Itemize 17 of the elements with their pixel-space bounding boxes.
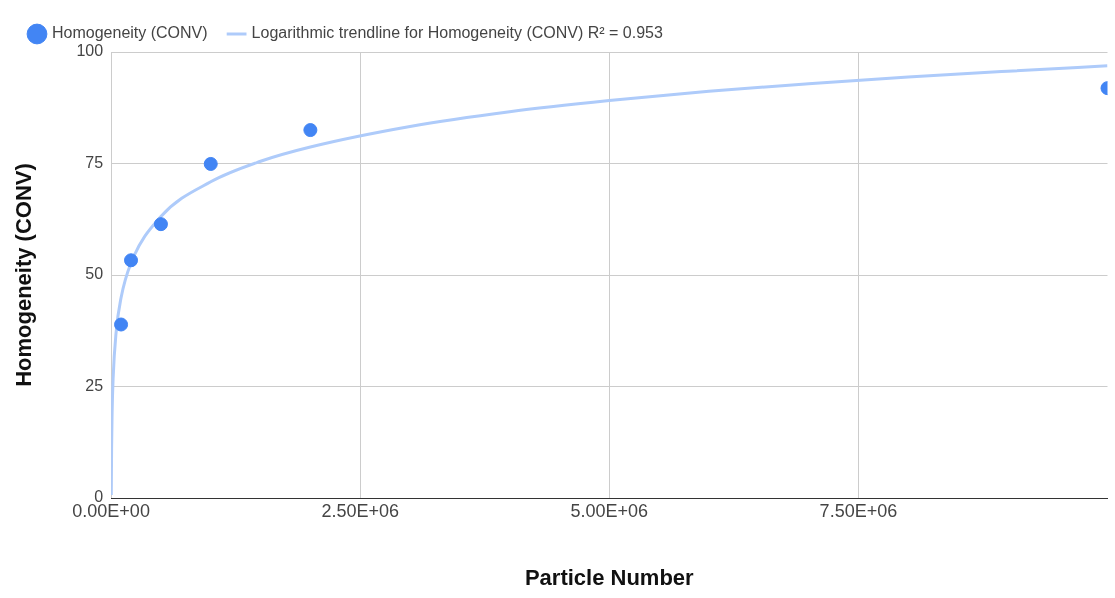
y-tick-label: 50 (85, 265, 104, 283)
y-axis-title: Homogeneity (CONV) (11, 163, 37, 387)
point (303, 123, 318, 138)
point (203, 156, 218, 171)
x-axis-title: Particle Number (524, 564, 695, 590)
point (153, 217, 168, 232)
x-tick-label: 2.50E+06 (321, 500, 399, 521)
y-tick-label: 100 (76, 42, 104, 60)
y-tick-label: 25 (85, 376, 104, 394)
legend-label: Homogeneity (CONV) (52, 24, 208, 42)
y-tick-label: 75 (85, 153, 104, 171)
line-series (111, 64, 1108, 497)
legend-label: Logarithmic trendline for Homogeneity (CONV) R² = 0.953 (251, 24, 663, 42)
point (124, 253, 139, 268)
x-tick-label: 5.00E+06 (570, 500, 649, 521)
x-tick-label: 7.50E+06 (819, 500, 898, 521)
point (114, 317, 129, 332)
